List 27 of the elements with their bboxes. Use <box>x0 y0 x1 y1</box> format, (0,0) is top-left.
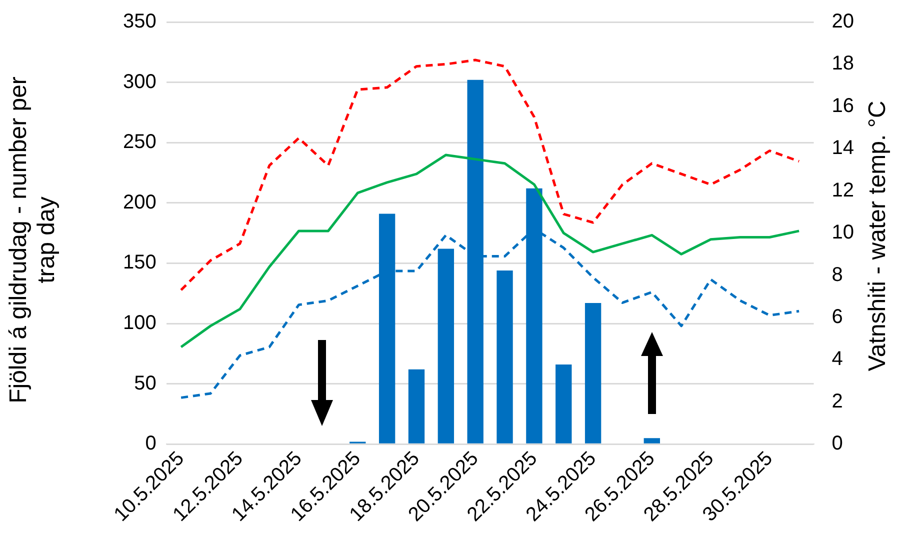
y2-tick-label: 2 <box>832 390 843 412</box>
bar <box>496 270 513 444</box>
y2-tick-label: 10 <box>832 222 854 244</box>
y2-tick-label: 6 <box>832 306 843 328</box>
line-series <box>180 58 800 292</box>
y-tick-label: 150 <box>122 252 156 274</box>
y2-axis-title: Vatnshiti - water temp. °C <box>864 100 892 374</box>
y2-tick-label: 18 <box>832 52 854 75</box>
y2-tick-label: 8 <box>832 264 843 286</box>
y2-tick-label: 14 <box>832 137 854 160</box>
bar <box>556 364 572 444</box>
y-tick-label: 0 <box>145 432 156 455</box>
y2-tick-label: 4 <box>832 348 843 370</box>
bar <box>408 369 425 444</box>
y-tick-label: 200 <box>122 191 156 214</box>
y-tick-label: 300 <box>122 70 156 93</box>
y-tick-label: 350 <box>122 10 156 33</box>
bar <box>584 303 602 444</box>
y-tick-label: 50 <box>134 372 156 394</box>
y-tick-label: 250 <box>122 131 156 154</box>
bar <box>644 438 660 444</box>
y2-tick-label: 12 <box>832 179 854 202</box>
y2-tick-label: 16 <box>832 94 854 117</box>
y2-tick-label: 20 <box>832 10 854 33</box>
y-tick-label: 100 <box>122 312 156 334</box>
y2-tick-label: 0 <box>832 432 843 455</box>
y-axis-title: Fjöldi á gildrudag - number per trap day <box>5 76 61 406</box>
